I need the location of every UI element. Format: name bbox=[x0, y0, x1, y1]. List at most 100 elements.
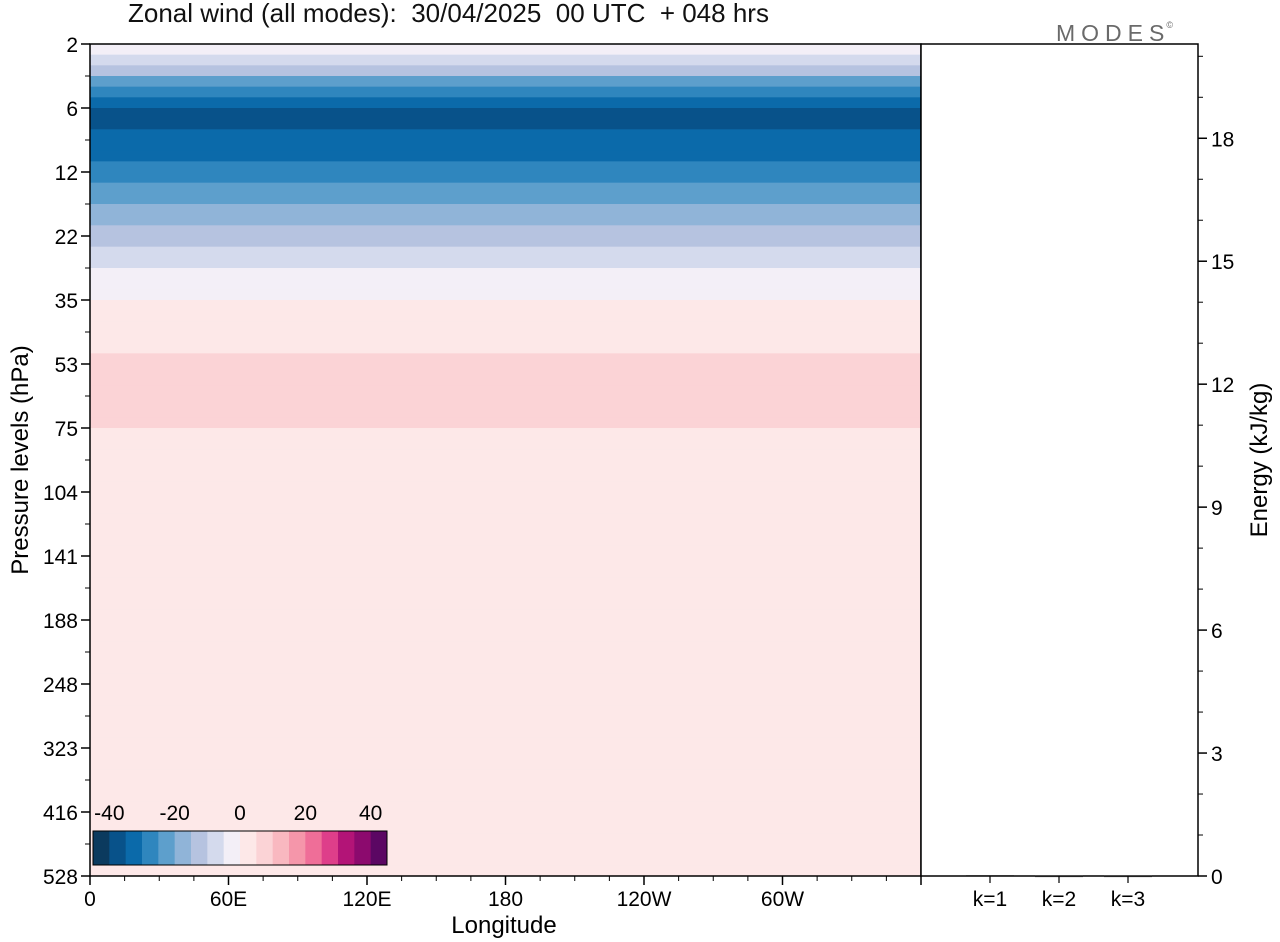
wind-band bbox=[90, 758, 921, 770]
energy-plot-frame bbox=[920, 43, 1199, 877]
pressure-tick-label: 35 bbox=[55, 290, 78, 313]
wind-band bbox=[90, 513, 921, 525]
longitude-tick-label: 60W bbox=[761, 888, 804, 911]
wind-band bbox=[90, 822, 921, 834]
colorbar-swatch bbox=[191, 831, 208, 865]
wind-band bbox=[90, 534, 921, 546]
wind-band bbox=[90, 844, 921, 856]
wind-band bbox=[90, 481, 921, 493]
pressure-tick-label: 416 bbox=[43, 802, 78, 825]
energy-category-label: k=3 bbox=[1111, 888, 1145, 911]
wind-band bbox=[90, 470, 921, 482]
wind-band bbox=[90, 769, 921, 781]
x-axis-label: Longitude bbox=[451, 912, 556, 939]
wind-band bbox=[90, 353, 921, 365]
colorbar-swatch bbox=[370, 831, 388, 865]
colorbar-tick-label: 0 bbox=[234, 802, 246, 825]
energy-tick-label: 12 bbox=[1211, 374, 1234, 397]
colorbar-swatch bbox=[142, 831, 159, 865]
modes-logo-text: MODES bbox=[1056, 20, 1171, 46]
wind-band bbox=[90, 65, 921, 77]
copyright-mark: © bbox=[1166, 20, 1173, 30]
energy-tick-label: 9 bbox=[1211, 497, 1223, 520]
wind-band bbox=[90, 321, 921, 333]
wind-band bbox=[90, 726, 921, 738]
colorbar-tick-label: -40 bbox=[94, 802, 124, 825]
colorbar-swatch bbox=[272, 831, 290, 865]
colorbar-swatch bbox=[125, 831, 143, 865]
wind-band bbox=[90, 428, 921, 440]
wind-band bbox=[90, 438, 921, 450]
wind-band bbox=[90, 108, 921, 120]
wind-band bbox=[90, 694, 921, 706]
colorbar-swatch bbox=[93, 831, 110, 865]
wind-band bbox=[90, 502, 921, 514]
wind-band bbox=[90, 492, 921, 504]
wind-band bbox=[90, 716, 921, 728]
wind-band bbox=[90, 246, 921, 258]
pressure-tick-label: 12 bbox=[55, 162, 78, 185]
wind-band bbox=[90, 140, 921, 152]
colorbar-tick-label: 20 bbox=[294, 802, 317, 825]
wind-band bbox=[90, 449, 921, 461]
pressure-tick-label: 141 bbox=[43, 546, 78, 569]
wind-band bbox=[90, 300, 921, 312]
wind-field bbox=[90, 44, 921, 876]
wind-band bbox=[90, 97, 921, 109]
wind-band bbox=[90, 214, 921, 226]
wind-band bbox=[90, 620, 921, 632]
wind-band bbox=[90, 161, 921, 173]
wind-band bbox=[90, 150, 921, 162]
wind-band bbox=[90, 54, 921, 66]
wind-band bbox=[90, 801, 921, 813]
colorbar-swatch bbox=[158, 831, 176, 865]
wind-band bbox=[90, 310, 921, 322]
wind-band bbox=[90, 545, 921, 557]
energy-category-label: k=2 bbox=[1042, 888, 1076, 911]
wind-band bbox=[90, 652, 921, 664]
wind-band bbox=[90, 588, 921, 600]
pressure-tick-label: 323 bbox=[43, 738, 78, 761]
wind-band bbox=[90, 278, 921, 290]
wind-band bbox=[90, 268, 921, 280]
wind-band bbox=[90, 257, 921, 269]
wind-band bbox=[90, 396, 921, 408]
wind-band bbox=[90, 129, 921, 141]
longitude-tick-label: 60E bbox=[210, 888, 247, 911]
longitude-tick-label: 120W bbox=[617, 888, 672, 911]
wind-band bbox=[90, 748, 921, 760]
wind-band bbox=[90, 172, 921, 184]
pressure-axis: 2 6 12 22 35 53 75 104 141 188 248 323 416 528 bbox=[43, 34, 90, 889]
wind-band bbox=[90, 236, 921, 248]
wind-band bbox=[90, 780, 921, 792]
energy-tick-label: 18 bbox=[1211, 128, 1234, 151]
energy-tick-label: 6 bbox=[1211, 620, 1223, 643]
wind-band bbox=[90, 705, 921, 717]
energy-axis: 0 3 6 9 12 15 18 bbox=[1198, 55, 1234, 889]
wind-band bbox=[90, 417, 921, 429]
wind-band bbox=[90, 684, 921, 696]
longitude-tick-label: 180 bbox=[488, 888, 523, 911]
pressure-tick-label: 188 bbox=[43, 610, 78, 633]
colorbar-swatch bbox=[109, 831, 127, 865]
pressure-tick-label: 2 bbox=[66, 34, 78, 57]
wind-band bbox=[90, 385, 921, 397]
colorbar: -40 -20 0 20 40 bbox=[92, 802, 388, 866]
colorbar-swatch bbox=[256, 831, 274, 865]
energy-axis-label: Energy (kJ/kg) bbox=[1246, 383, 1273, 538]
colorbar-frame bbox=[92, 830, 388, 866]
wind-band bbox=[90, 86, 921, 98]
pressure-tick-label: 75 bbox=[55, 418, 78, 441]
wind-band bbox=[90, 598, 921, 610]
wind-band bbox=[90, 609, 921, 621]
energy-category-label: k=1 bbox=[973, 888, 1007, 911]
wind-band bbox=[90, 566, 921, 578]
wind-band bbox=[90, 673, 921, 685]
chart-title: Zonal wind (all modes): 30/04/2025 00 UT… bbox=[128, 0, 769, 28]
wind-band bbox=[90, 182, 921, 194]
wind-band bbox=[90, 342, 921, 354]
colorbar-swatch bbox=[207, 831, 225, 865]
colorbar-swatch bbox=[223, 831, 241, 865]
wind-band bbox=[90, 833, 921, 845]
